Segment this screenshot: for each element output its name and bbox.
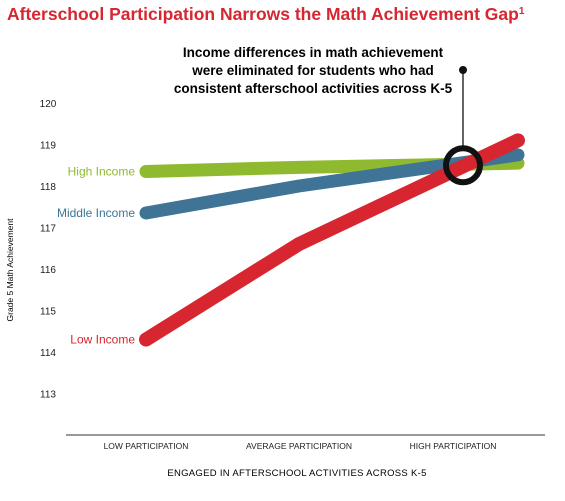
x-tick-label: LOW PARTICIPATION [104, 441, 189, 451]
series-label-middle-income: Middle Income [57, 206, 135, 220]
y-tick-label: 113 [40, 390, 56, 401]
y-tick-label: 114 [40, 348, 56, 359]
chart-title-text: Afterschool Participation Narrows the Ma… [7, 4, 519, 24]
y-tick-label: 119 [40, 141, 56, 152]
y-axis-label: Grade 5 Math Achievement [5, 218, 15, 322]
y-tick-label: 118 [40, 182, 56, 193]
y-tick-label: 117 [40, 224, 56, 235]
callout-dot [459, 66, 467, 74]
annotation-callout [443, 66, 483, 186]
x-axis-label: ENGAGED IN AFTERSCHOOL ACTIVITIES ACROSS… [167, 468, 426, 479]
x-tick-labels: LOW PARTICIPATION AVERAGE PARTICIPATION HI… [104, 441, 497, 451]
chart-title-superscript: 1 [519, 6, 525, 17]
annotation-line-1: Income differences in math achievement [183, 45, 444, 60]
x-tick-label: HIGH PARTICIPATION [410, 441, 497, 451]
series-label-high-income: High Income [68, 164, 136, 178]
annotation-line-2: were eliminated for students who had [191, 63, 434, 78]
chart-title: Afterschool Participation Narrows the Ma… [7, 4, 525, 24]
series-label-low-income: Low Income [70, 333, 135, 347]
series-lines [139, 133, 525, 347]
series-line-low-income [139, 133, 525, 347]
series-labels: High Income Middle Income Low Income [57, 164, 135, 346]
callout-circle [443, 145, 483, 186]
y-tick-labels: 113 114 115 116 117 118 119 120 [40, 99, 57, 401]
y-tick-label: 115 [40, 307, 56, 318]
y-tick-label: 120 [40, 99, 57, 110]
x-tick-label: AVERAGE PARTICIPATION [246, 441, 352, 451]
annotation-line-3: consistent afterschool activities across… [174, 81, 453, 96]
annotation: Income differences in math achievement w… [174, 45, 453, 96]
y-tick-label: 116 [40, 265, 56, 276]
